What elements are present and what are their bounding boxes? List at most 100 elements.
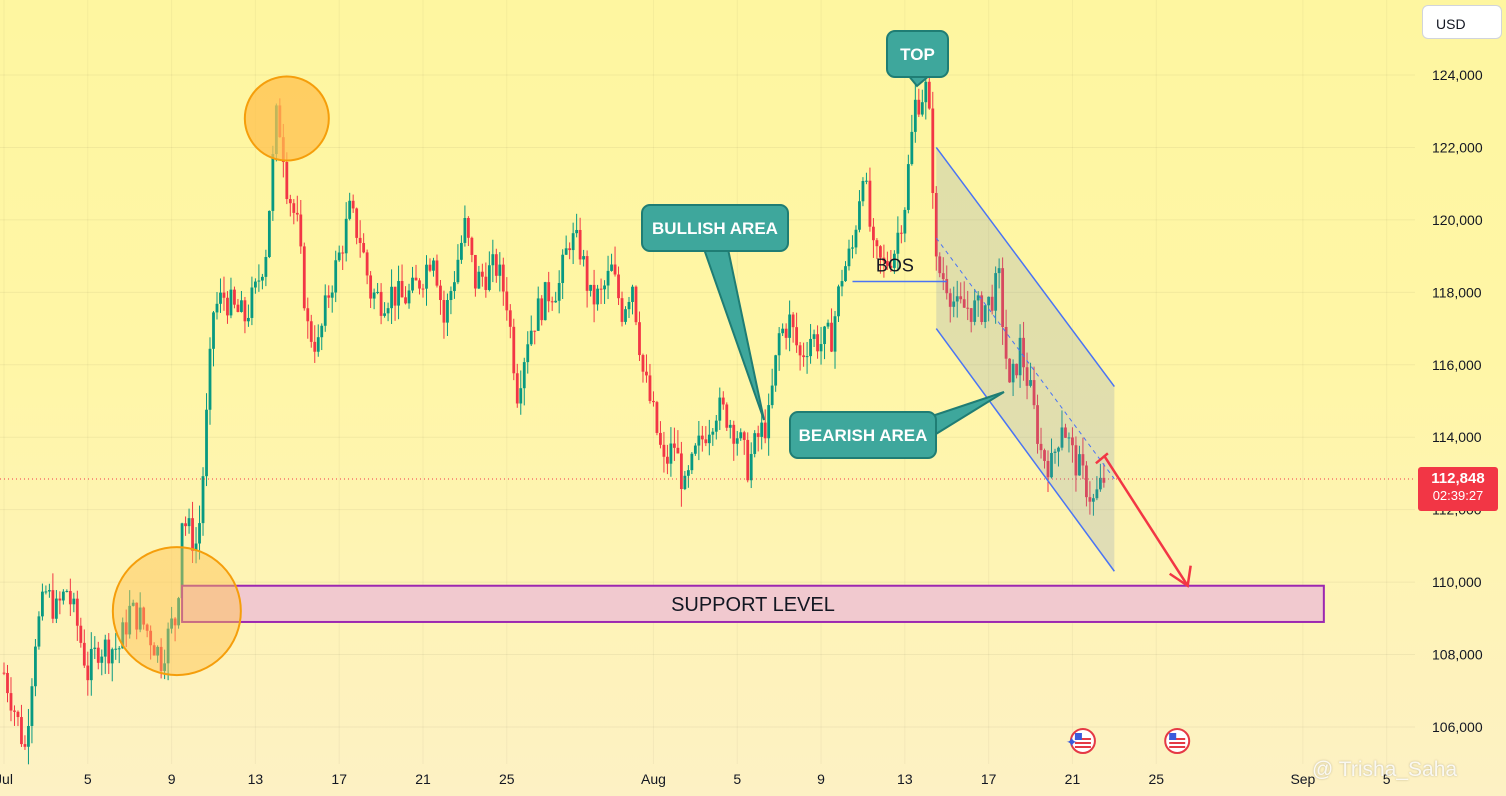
candle-body bbox=[260, 276, 264, 281]
candle-body bbox=[351, 200, 355, 209]
candle-body bbox=[128, 605, 132, 635]
candle-body bbox=[383, 313, 386, 316]
candle-body bbox=[1032, 380, 1036, 406]
candle-body bbox=[1092, 498, 1095, 502]
candle-body bbox=[337, 252, 341, 261]
candle-body bbox=[941, 273, 945, 280]
candle-body bbox=[54, 598, 58, 619]
candle-body bbox=[582, 256, 586, 260]
candle-body bbox=[662, 444, 666, 457]
candle-body bbox=[330, 292, 334, 298]
candle-body bbox=[163, 663, 167, 671]
candle-body bbox=[756, 433, 760, 437]
candle-body bbox=[770, 385, 774, 406]
candle-body bbox=[840, 281, 844, 287]
candle-body bbox=[568, 248, 572, 251]
candle-body bbox=[879, 246, 882, 258]
candle-body bbox=[1050, 452, 1053, 478]
candle-body bbox=[145, 624, 149, 631]
candle-body bbox=[1064, 427, 1067, 438]
candle-body bbox=[404, 297, 407, 304]
candle-body bbox=[1029, 380, 1032, 386]
candle-body bbox=[418, 280, 421, 289]
candle-body bbox=[135, 602, 139, 630]
candle-body bbox=[201, 476, 205, 524]
candle-body bbox=[872, 226, 875, 241]
candle-body bbox=[267, 210, 271, 257]
candle-body bbox=[344, 218, 348, 254]
candle-body bbox=[323, 295, 327, 326]
candle-body bbox=[313, 341, 317, 352]
candle-body bbox=[823, 326, 826, 345]
candle-body bbox=[788, 314, 792, 338]
candle-body bbox=[833, 316, 837, 352]
candle-body bbox=[603, 285, 606, 290]
y-tick-label: 116,000 bbox=[1432, 357, 1482, 373]
currency-button[interactable]: USD bbox=[1422, 5, 1502, 39]
candle-body bbox=[990, 296, 994, 311]
candle-body bbox=[613, 264, 617, 275]
highlight-circle-top bbox=[243, 75, 330, 162]
candle-body bbox=[2, 672, 6, 674]
candle-body bbox=[564, 248, 568, 255]
candle-body bbox=[72, 598, 76, 605]
candle-body bbox=[1081, 454, 1085, 466]
candle-body bbox=[505, 291, 509, 311]
bullish-pointer bbox=[702, 248, 765, 421]
candle-body bbox=[306, 308, 310, 322]
candle-body bbox=[885, 261, 889, 266]
y-tick-label: 122,000 bbox=[1432, 139, 1483, 155]
candle-body bbox=[899, 232, 903, 234]
candle-body bbox=[212, 312, 215, 349]
candle-body bbox=[707, 434, 711, 444]
candle-body bbox=[561, 254, 565, 284]
candle-body bbox=[285, 162, 289, 200]
candle-body bbox=[68, 590, 72, 605]
candle-body bbox=[194, 543, 198, 552]
candle-body bbox=[498, 264, 502, 276]
candle-body bbox=[390, 286, 393, 309]
candle-body bbox=[16, 711, 20, 718]
candle-body bbox=[37, 616, 41, 647]
candle-body bbox=[606, 270, 610, 286]
candle-body bbox=[683, 475, 687, 490]
candle-body bbox=[365, 252, 369, 276]
candle-body bbox=[739, 432, 743, 439]
bearish-label: BEARISH AREA bbox=[799, 426, 928, 445]
us-event-icon bbox=[1164, 728, 1191, 754]
candle-body bbox=[264, 256, 268, 277]
candle-body bbox=[376, 291, 380, 293]
candle-body bbox=[446, 300, 449, 323]
candle-body bbox=[638, 322, 641, 356]
candle-body bbox=[1088, 497, 1092, 502]
candle-body bbox=[875, 240, 879, 247]
candle-body bbox=[969, 308, 973, 322]
candle-body bbox=[575, 229, 579, 234]
candle-body bbox=[1078, 454, 1081, 476]
candle-body bbox=[959, 296, 963, 300]
candle-body bbox=[847, 248, 851, 267]
candle-body bbox=[693, 445, 697, 454]
support-label: SUPPORT LEVEL bbox=[671, 594, 835, 616]
candle-body bbox=[945, 279, 949, 294]
candle-body bbox=[47, 590, 51, 592]
candle-body bbox=[522, 362, 526, 389]
x-tick-label: 17 bbox=[981, 771, 997, 787]
candle-body bbox=[466, 218, 470, 238]
channel-upper-line bbox=[935, 146, 1115, 387]
candle-body bbox=[295, 212, 299, 215]
candle-body bbox=[1025, 367, 1029, 386]
candle-body bbox=[648, 375, 652, 401]
candle-body bbox=[805, 356, 809, 358]
candle-body bbox=[711, 431, 715, 435]
candle-body bbox=[442, 300, 446, 323]
candle-body bbox=[732, 424, 736, 444]
candle-body bbox=[536, 298, 540, 331]
x-tick-label: 13 bbox=[248, 771, 264, 787]
candle-body bbox=[571, 233, 575, 251]
candle-body bbox=[718, 397, 722, 421]
candle-body bbox=[107, 639, 111, 664]
candle-body bbox=[1060, 427, 1064, 448]
candle-body bbox=[742, 432, 746, 440]
